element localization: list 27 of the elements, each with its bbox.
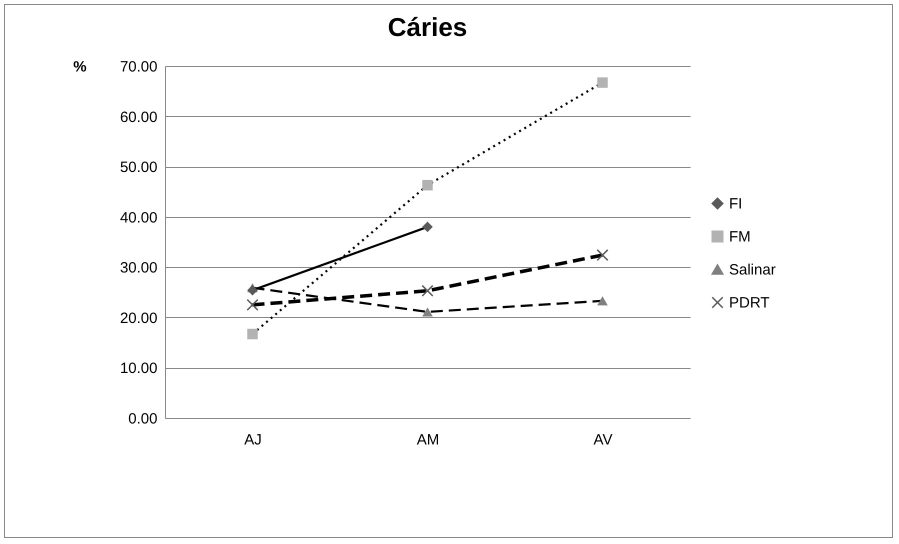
point bbox=[246, 298, 258, 311]
point bbox=[596, 249, 608, 262]
y-axis-title: % bbox=[73, 58, 87, 76]
point bbox=[422, 180, 433, 190]
x-tick-label: AV bbox=[594, 432, 612, 448]
y-tick-label: 40.00 bbox=[120, 209, 158, 226]
y-tick-label: 10.00 bbox=[120, 360, 158, 378]
point bbox=[247, 328, 258, 340]
x-tick-label: AJ bbox=[244, 432, 262, 448]
point bbox=[597, 77, 608, 88]
y-tick-label: 60.00 bbox=[120, 108, 158, 126]
legend-label: FI bbox=[729, 196, 742, 212]
legend-label: FM bbox=[729, 228, 751, 246]
chart-title: Cáries bbox=[388, 12, 468, 42]
x-tick-label: AM bbox=[416, 432, 440, 448]
y-tick-label: 30.00 bbox=[120, 260, 158, 277]
legend-label: Salinar bbox=[729, 262, 776, 278]
y-tick-label: 0.00 bbox=[128, 410, 158, 428]
point bbox=[597, 296, 608, 306]
point bbox=[422, 284, 434, 297]
point bbox=[422, 222, 433, 232]
point bbox=[422, 307, 433, 316]
legend-label: PDRT bbox=[729, 294, 770, 312]
y-tick-label: 50.00 bbox=[120, 159, 158, 176]
y-tick-label: 70.00 bbox=[120, 58, 158, 76]
y-tick-label: 20.00 bbox=[120, 310, 158, 327]
point bbox=[247, 285, 258, 296]
